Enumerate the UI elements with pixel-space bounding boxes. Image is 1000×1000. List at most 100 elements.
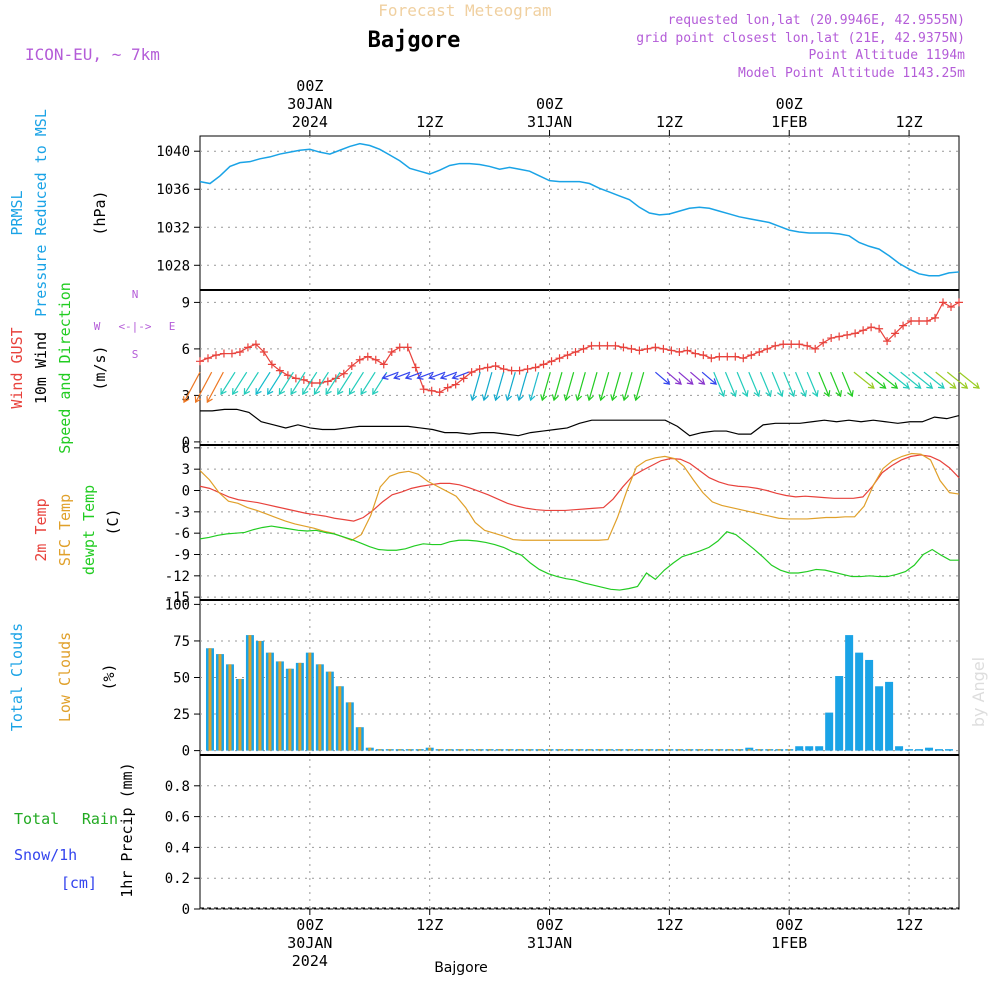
low-clouds-bar <box>438 749 442 751</box>
temperature-panel <box>199 452 960 591</box>
wind-gust-marker <box>379 360 388 369</box>
y-axis-ticks: 10281032103610400369-15-12-9-6-303602550… <box>156 144 200 918</box>
wind-arrow-head <box>730 390 737 398</box>
precip-tick-label: 0 <box>182 902 190 918</box>
temperature-tick-label: -12 <box>165 569 190 585</box>
wind-direction-arrow <box>759 371 772 397</box>
wind-arrow-head <box>505 394 513 402</box>
wind-gust-marker <box>915 317 924 325</box>
wind-direction-arrow <box>853 371 875 389</box>
wind-arrow-head <box>788 390 796 398</box>
precip-legend-label: Snow/1h <box>14 846 77 864</box>
low-clouds-bar <box>388 749 392 751</box>
wind-direction-arrow <box>935 371 957 389</box>
wind-direction-arrow <box>736 371 748 397</box>
total-clouds-bar <box>915 749 924 751</box>
low-clouds-bar <box>378 749 382 751</box>
time-label-bottom: 31JAN <box>527 934 572 952</box>
wind-direction-arrow <box>576 371 586 401</box>
wind-gust-marker <box>299 375 308 384</box>
wind-gust-marker <box>291 374 300 383</box>
wind-arrow-head <box>776 390 784 398</box>
precip-tick-label: 0.2 <box>165 871 190 887</box>
wind-direction-arrow <box>794 371 807 397</box>
time-label-bottom: 12Z <box>896 916 923 934</box>
temperature-tick-label: -9 <box>173 547 190 563</box>
low-clouds-bar <box>727 749 731 751</box>
wind-arrow-head <box>481 394 489 402</box>
wind-gust-marker <box>459 374 468 383</box>
low-clouds-bar <box>218 654 222 751</box>
pressure-tick-label: 1040 <box>156 144 190 160</box>
wind-arrow-head <box>867 382 875 389</box>
wind-direction-arrow <box>195 371 213 403</box>
time-label-top: 1FEB <box>771 113 807 131</box>
wind-arrow-head <box>393 373 401 380</box>
wind-gust-marker <box>947 303 956 312</box>
temp-unit-label: (C) <box>104 508 122 535</box>
wind-gust-marker <box>419 385 428 394</box>
wind-direction-arrow <box>302 371 318 395</box>
time-label-top: 12Z <box>416 113 443 131</box>
low-clouds-bar <box>677 749 681 751</box>
wind-gust-marker <box>747 351 756 360</box>
low-clouds-bar <box>238 678 242 751</box>
wind-arrow-head <box>812 390 819 398</box>
wind-arrow-head <box>428 373 436 380</box>
wind-direction-arrow <box>267 371 283 395</box>
low-clouds-bar <box>597 749 601 751</box>
wind-gust-marker <box>283 371 292 380</box>
wind-gust-marker <box>827 334 836 343</box>
wind-arrow-head <box>183 396 190 404</box>
wind-gust-marker <box>835 332 844 341</box>
total-clouds-bar <box>885 681 894 751</box>
wind-arrow-head <box>206 396 213 404</box>
wind-direction-arrow <box>278 371 294 395</box>
point-altitude: Point Altitude 1194m <box>808 48 965 63</box>
wind-direction-arrow <box>495 371 505 401</box>
wind-gust-marker <box>555 354 564 363</box>
wind-gust-marker <box>411 363 420 372</box>
precip-legend-label: Total <box>14 810 59 828</box>
time-label-top: 00Z <box>536 95 563 113</box>
total-clouds-bar <box>875 686 884 751</box>
low-clouds-bar <box>318 664 322 751</box>
low-clouds-bar <box>617 749 621 751</box>
wind-gust-marker <box>667 346 676 355</box>
total-clouds-bar <box>855 652 864 751</box>
panel-grids <box>200 130 959 915</box>
low-clouds-bar <box>737 749 741 751</box>
wind-direction-arrow <box>666 371 682 385</box>
time-label-bottom: 12Z <box>656 916 683 934</box>
wind-gust-marker <box>347 361 356 370</box>
wind-gust-marker <box>875 324 884 333</box>
wind-direction-arrow <box>865 371 886 389</box>
wind-direction-arrow <box>290 371 306 395</box>
wind-gust-marker <box>219 349 228 358</box>
wind-gust-marker <box>259 348 268 356</box>
wind-frame <box>199 289 960 446</box>
wind-gust-marker <box>339 369 348 378</box>
wind-gust-marker <box>715 352 724 361</box>
wind-arrow-head <box>926 382 934 389</box>
clouds-tick-label: 0 <box>182 744 190 760</box>
wind-10m-label: 10m Wind <box>32 332 50 404</box>
panel-frames <box>199 135 960 910</box>
wind-gust-marker <box>547 357 556 366</box>
temp-dewpt-line <box>199 525 959 591</box>
grid-coords: grid point closest lon,lat (21E, 42.9375… <box>636 31 965 46</box>
wind-gust-marker <box>443 383 452 392</box>
wind-gust-marker <box>499 365 508 374</box>
total-clouds-label: Total Clouds <box>8 623 26 731</box>
wind-gust-label: Wind GUST <box>8 327 26 408</box>
wind-gust-marker <box>371 355 380 364</box>
total-clouds-bar <box>925 747 934 751</box>
low-clouds-bar <box>667 749 671 751</box>
wind-10m-line <box>200 408 960 437</box>
clouds-tick-label: 50 <box>173 671 190 687</box>
low-clouds-bar <box>288 668 292 751</box>
wind-gust-marker <box>196 357 204 366</box>
compass-letter: S <box>132 348 139 361</box>
